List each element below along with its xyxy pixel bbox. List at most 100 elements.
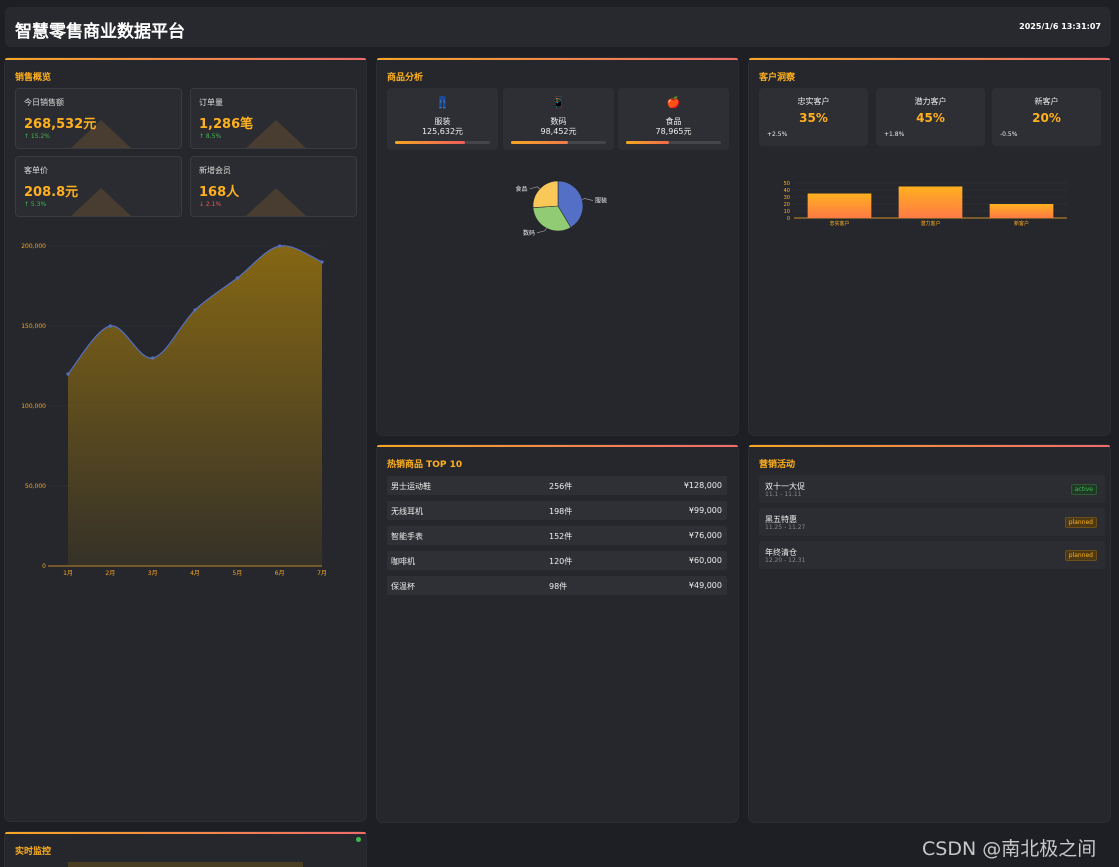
row-qty: 120件 — [549, 557, 573, 566]
row-name: 咖啡机 — [391, 557, 415, 566]
campaign-date: 12.20 - 12.31 — [765, 557, 806, 564]
kpi-card-members[interactable]: 新增会员 168人 ↓ 2.1% — [190, 156, 357, 217]
product-amount: 98,452元 — [540, 127, 577, 136]
x-tick-label: 5月 — [232, 570, 242, 577]
customer-bar — [807, 193, 872, 218]
y-tick-label: 20 — [784, 202, 790, 208]
table-row[interactable]: 无线耳机 198件 ¥99,000 — [387, 501, 727, 520]
customer-card-loyal[interactable]: 忠实客户 35% +2.5% — [759, 88, 868, 146]
x-tick-label: 1月 — [63, 570, 73, 577]
customer-percent: 35% — [799, 111, 828, 125]
y-tick-label: 40 — [784, 188, 790, 194]
y-tick-label: 30 — [784, 195, 790, 201]
row-qty: 98件 — [549, 582, 568, 591]
sales-point — [151, 356, 155, 360]
x-tick-label: 7月 — [317, 570, 327, 577]
row-qty: 198件 — [549, 507, 573, 516]
campaign-panel: 营销活动 双十一大促 11.1 - 11.11 active 黑五特惠 11.2… — [749, 445, 1110, 822]
campaign-name: 黑五特惠 — [765, 515, 797, 524]
pie-label: 服装 — [595, 197, 607, 205]
customer-type: 潜力客户 — [914, 97, 947, 106]
customer-percent: 45% — [916, 111, 945, 125]
sales-point — [193, 308, 197, 312]
campaign-item[interactable]: 黑五特惠 11.25 - 11.27 planned — [759, 508, 1105, 536]
x-tick-label: 潜力客户 — [920, 220, 940, 227]
kpi-value: 268,532元 — [24, 117, 97, 132]
sales-point — [235, 276, 239, 280]
campaign-date: 11.25 - 11.27 — [765, 524, 806, 531]
customer-card-potential[interactable]: 潜力客户 45% +1.8% — [876, 88, 985, 146]
kpi-change: ↑ 15.2% — [24, 133, 50, 140]
y-tick-label: 0 — [787, 216, 790, 222]
table-row[interactable]: 保温杯 98件 ¥49,000 — [387, 576, 727, 595]
row-amount: ¥99,000 — [688, 506, 722, 515]
monitor-bar — [68, 862, 303, 867]
sales-trend-chart: 0 50,000 100,000 150,000 200,000 1月 2月 3月 4月 5月 6月… — [21, 243, 327, 577]
header-bar: 智慧零售商业数据平台 2025/1/6 13:31:07 — [5, 7, 1111, 47]
pie-slice — [532, 205, 572, 232]
kpi-value: 208.8元 — [24, 185, 79, 200]
campaign-title: 营销活动 — [759, 460, 796, 470]
y-tick-label: 0 — [42, 563, 46, 570]
y-tick-label: 50,000 — [25, 483, 46, 490]
kpi-value: 168人 — [199, 185, 240, 200]
row-name: 保温杯 — [391, 582, 415, 591]
kpi-label: 订单量 — [199, 98, 223, 107]
decor-triangle — [71, 188, 131, 216]
y-tick-label: 10 — [784, 209, 790, 215]
sales-title: 销售概览 — [15, 73, 52, 83]
product-progress — [395, 141, 490, 144]
customer-panel: 客户洞察 忠实客户 35% +2.5% 潜力客户 45% +1.8% 新客户 2… — [749, 58, 1110, 435]
campaign-item[interactable]: 双十一大促 11.1 - 11.11 active — [759, 475, 1105, 503]
customer-bar — [898, 186, 963, 218]
product-card-digital[interactable]: 📱 数码 98,452元 — [503, 88, 614, 150]
customer-change: +1.8% — [884, 131, 905, 138]
live-indicator — [356, 837, 361, 842]
x-tick-label: 4月 — [190, 570, 200, 577]
table-row[interactable]: 咖啡机 120件 ¥60,000 — [387, 551, 727, 570]
kpi-card-avg-price[interactable]: 客单价 208.8元 ↑ 5.3% — [15, 156, 182, 217]
product-progress-fill — [395, 141, 466, 144]
sales-area — [68, 245, 322, 566]
sales-point — [66, 372, 70, 376]
campaign-name: 年终清仓 — [765, 548, 797, 557]
top10-title: 热销商品 TOP 10 — [387, 460, 463, 470]
table-row[interactable]: 男士运动鞋 256件 ¥128,000 — [387, 476, 727, 495]
x-tick-label: 新客户 — [1014, 220, 1029, 227]
top10-panel: 热销商品 TOP 10 男士运动鞋 256件 ¥128,000 无线耳机 198件 ¥9… — [377, 445, 738, 822]
product-amount: 125,632元 — [421, 127, 464, 136]
kpi-card-sales[interactable]: 今日销售额 268,532元 ↑ 15.2% — [15, 88, 182, 149]
status-badge: planned — [1064, 550, 1097, 561]
customer-card-new[interactable]: 新客户 20% -0.5% — [992, 88, 1101, 146]
sales-point — [108, 324, 112, 328]
product-card-clothing[interactable]: 👖 服装 125,632元 — [387, 88, 498, 150]
page-title: 智慧零售商业数据平台 — [15, 22, 185, 42]
x-tick-label: 2月 — [105, 570, 115, 577]
campaign-item[interactable]: 年终清仓 12.20 - 12.31 planned — [759, 541, 1105, 569]
row-name: 男士运动鞋 — [391, 482, 431, 491]
table-row[interactable]: 智能手表 152件 ¥76,000 — [387, 526, 727, 545]
clock: 2025/1/6 13:31:07 — [1019, 22, 1101, 31]
row-name: 智能手表 — [391, 532, 423, 541]
row-qty: 256件 — [549, 482, 573, 491]
y-tick-label: 200,000 — [21, 243, 46, 250]
campaign-name: 双十一大促 — [765, 482, 805, 491]
watermark: CSDN @南北极之间 — [922, 838, 1097, 860]
kpi-card-orders[interactable]: 订单量 1,286笔 ↑ 8.5% — [190, 88, 357, 149]
pie-label: 食品 — [516, 185, 528, 193]
customer-percent: 20% — [1032, 111, 1061, 125]
customer-title: 客户洞察 — [759, 73, 796, 83]
row-amount: ¥60,000 — [688, 556, 722, 565]
customer-change: -0.5% — [1000, 131, 1018, 138]
customer-change: +2.5% — [767, 131, 788, 138]
product-card-food[interactable]: 🍎 食品 78,965元 — [618, 88, 729, 150]
pie-leader-line — [536, 227, 547, 234]
product-name: 食品 — [665, 117, 682, 126]
product-progress — [626, 141, 721, 144]
row-qty: 152件 — [549, 532, 573, 541]
campaign-date: 11.1 - 11.11 — [765, 491, 802, 498]
jeans-icon: 👖 — [435, 96, 450, 109]
customer-bar — [989, 204, 1054, 218]
